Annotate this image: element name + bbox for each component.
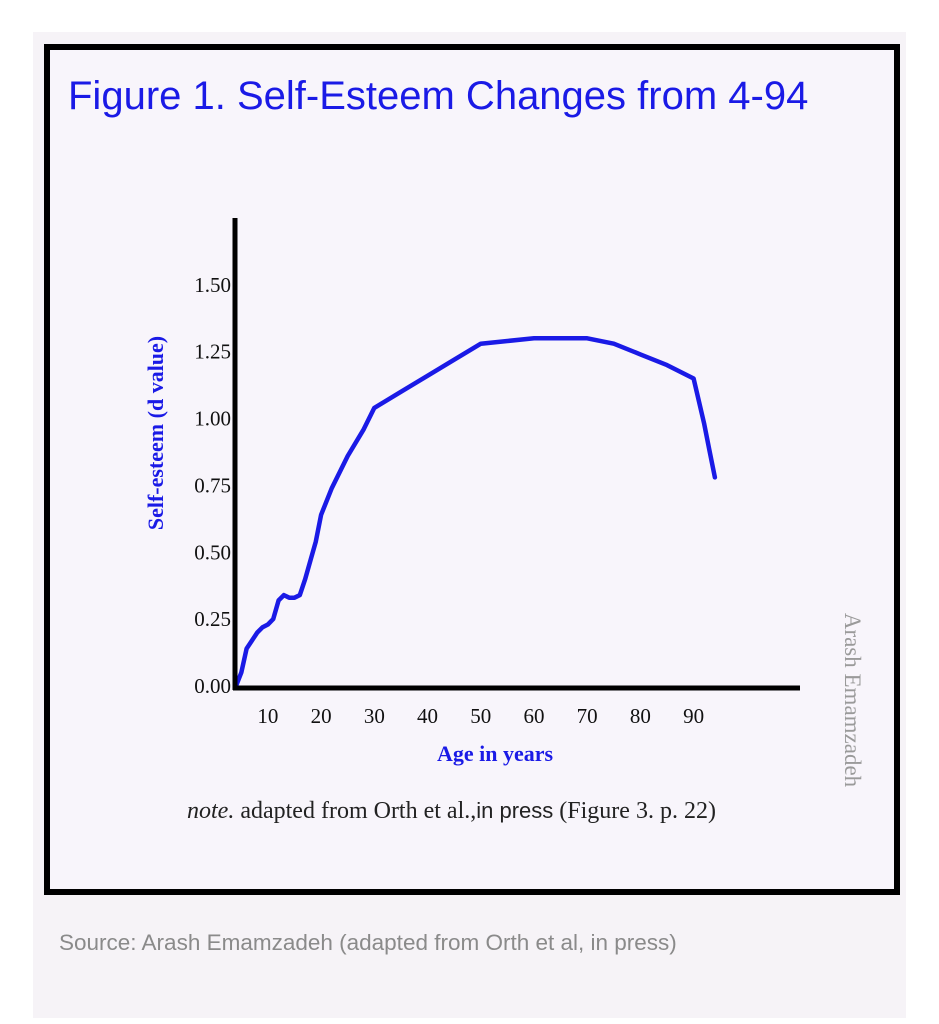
chart-title: Figure 1. Self-Esteem Changes from 4-94: [68, 74, 809, 118]
y-tick-label: 1.00: [194, 407, 231, 431]
note-text-b: in press: [476, 798, 554, 823]
source-caption: Source: Arash Emamzadeh (adapted from Or…: [59, 930, 677, 955]
note-text-a: adapted from Orth et al.,: [240, 798, 477, 824]
x-tick-label: 20: [311, 704, 332, 728]
series-line: [233, 336, 718, 689]
y-tick-label: 1.50: [194, 273, 231, 297]
note-text-c: (Figure 3. p. 22): [559, 798, 716, 824]
y-tick-label: 0.75: [194, 473, 231, 497]
x-axis-title: Age in years: [437, 741, 554, 766]
watermark: Arash Emamzadeh: [840, 613, 865, 788]
x-axis-ticks: 10 20 30 40 50 60 70 80 90: [257, 704, 704, 728]
x-tick-label: 50: [470, 704, 491, 728]
x-tick-label: 80: [630, 704, 651, 728]
y-tick-label: 1.25: [194, 340, 231, 364]
note-prefix: note.: [187, 798, 235, 824]
figure-frame: [44, 44, 900, 895]
y-tick-label: 0.25: [194, 607, 231, 631]
x-tick-label: 30: [364, 704, 385, 728]
x-tick-label: 70: [577, 704, 598, 728]
y-tick-label: 0.50: [194, 540, 231, 564]
x-tick-label: 60: [523, 704, 544, 728]
y-axis-ticks: 0.00 0.25 0.50 0.75 1.00 1.25 1.50: [194, 273, 231, 698]
y-tick-label: 0.00: [194, 674, 231, 698]
y-axis-title: Self-esteem (d value): [143, 336, 168, 530]
x-tick-label: 90: [683, 704, 704, 728]
figure-note: note. adapted from Orth et al.,in press …: [187, 798, 716, 825]
x-tick-label: 40: [417, 704, 438, 728]
x-tick-label: 10: [257, 704, 278, 728]
